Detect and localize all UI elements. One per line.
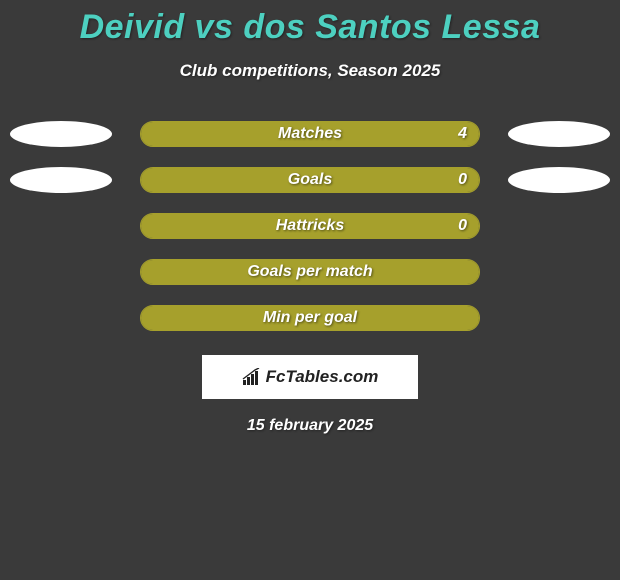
stat-row: Min per goal	[0, 295, 620, 341]
ellipse-left	[10, 121, 112, 147]
stat-label: Goals per match	[247, 263, 372, 281]
stat-bar: Goals per match	[140, 259, 480, 285]
stat-row: Goals per match	[0, 249, 620, 295]
stat-value-right: 0	[458, 217, 467, 235]
ellipse-right	[508, 121, 610, 147]
stat-row: Goals 0	[0, 157, 620, 203]
stat-row: Matches 4	[0, 111, 620, 157]
stat-label: Matches	[278, 125, 342, 143]
stat-bar: Goals 0	[140, 167, 480, 193]
stat-label: Goals	[288, 171, 332, 189]
stats-rows: Matches 4 Goals 0 Hattricks 0 Goals per match M…	[0, 111, 620, 341]
brand-label: FcTables.com	[266, 367, 379, 387]
brand-text: FcTables.com	[242, 367, 379, 387]
date-label: 15 february 2025	[0, 417, 620, 435]
ellipse-left	[10, 167, 112, 193]
ellipse-right	[508, 167, 610, 193]
brand-box: FcTables.com	[202, 355, 418, 399]
stat-label: Hattricks	[276, 217, 344, 235]
stat-label: Min per goal	[263, 309, 357, 327]
page-title: Deivid vs dos Santos Lessa	[0, 0, 620, 47]
stat-value-right: 0	[458, 171, 467, 189]
chart-icon	[242, 368, 262, 386]
stat-bar: Min per goal	[140, 305, 480, 331]
stat-bar: Hattricks 0	[140, 213, 480, 239]
stat-row: Hattricks 0	[0, 203, 620, 249]
stat-bar: Matches 4	[140, 121, 480, 147]
stat-value-right: 4	[458, 125, 467, 143]
stats-container: Matches 4 Goals 0 Hattricks 0 Goals per match M…	[0, 111, 620, 435]
page-subtitle: Club competitions, Season 2025	[0, 61, 620, 81]
